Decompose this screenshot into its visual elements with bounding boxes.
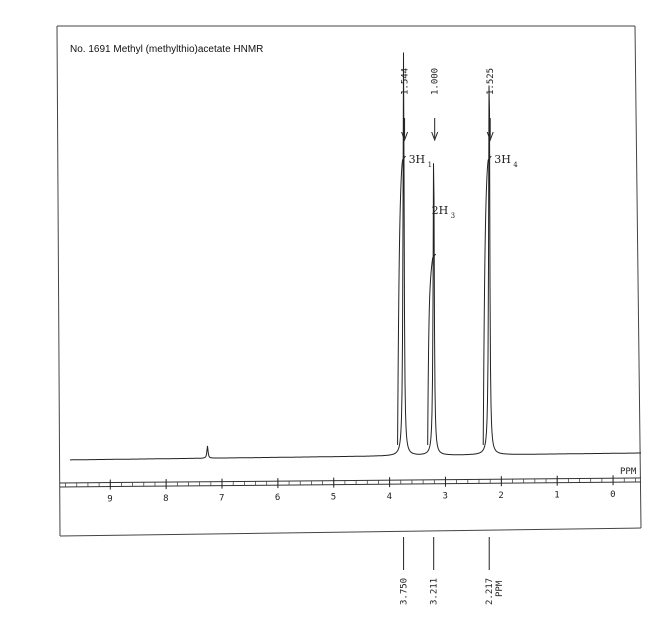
frame-right bbox=[634, 25, 642, 529]
x-axis-tick-label: 8 bbox=[163, 494, 168, 504]
x-axis-unit: PPM bbox=[620, 467, 637, 477]
peak-label-leaders: 3.750 3.211 2.217 PPM bbox=[400, 537, 505, 605]
integral-value: 1.544 bbox=[401, 68, 411, 95]
integral-arrow-head bbox=[486, 131, 494, 142]
proton-count-label: 3H bbox=[409, 153, 426, 166]
peak-ppm-label: 2.217 bbox=[485, 578, 495, 605]
peak-ppm-label: 3.750 bbox=[400, 578, 410, 605]
x-axis-tick-label: 7 bbox=[219, 494, 224, 504]
integral-arrow-head bbox=[401, 131, 409, 142]
frame-left bbox=[56, 25, 61, 537]
x-axis-tick-label: 6 bbox=[275, 493, 280, 503]
x-axis-tick-label: 4 bbox=[387, 492, 392, 502]
frame-bottom bbox=[59, 527, 642, 537]
x-axis-tick-label: 0 bbox=[610, 490, 615, 500]
integral-curve bbox=[427, 253, 437, 446]
chart-title: No. 1691 Methyl (methylthio)acetate HNMR bbox=[70, 44, 263, 55]
proton-count-label: 3H bbox=[494, 153, 511, 166]
integral-value: 1.525 bbox=[486, 68, 496, 95]
integral-arrow-head bbox=[431, 131, 439, 142]
x-axis-tick-label: 5 bbox=[331, 493, 336, 503]
integral-value: 1.000 bbox=[431, 68, 441, 95]
integral-curve bbox=[482, 155, 492, 446]
proton-count-subscript: 3 bbox=[451, 212, 455, 220]
x-axis-major-ticks: 9 8 7 6 5 4 3 2 1 0 bbox=[107, 475, 615, 505]
spectrum-trace bbox=[70, 52, 641, 461]
proton-count-subscript: 1 bbox=[428, 161, 432, 169]
proton-count-label: 2H bbox=[432, 204, 449, 217]
x-axis-tick-label: 2 bbox=[498, 491, 503, 501]
x-axis-tick-label: 9 bbox=[107, 495, 112, 505]
x-axis-tick-label: 1 bbox=[554, 491, 559, 501]
x-axis-bottom-line bbox=[59, 481, 642, 488]
peak-ppm-label: 3.211 bbox=[430, 578, 440, 605]
x-axis-top-line bbox=[59, 477, 642, 484]
peak-ppm-unit: PPM bbox=[495, 580, 505, 597]
proton-count-subscript: 4 bbox=[513, 161, 518, 169]
integral-curve bbox=[397, 155, 406, 446]
x-axis-tick-label: 3 bbox=[442, 492, 447, 502]
